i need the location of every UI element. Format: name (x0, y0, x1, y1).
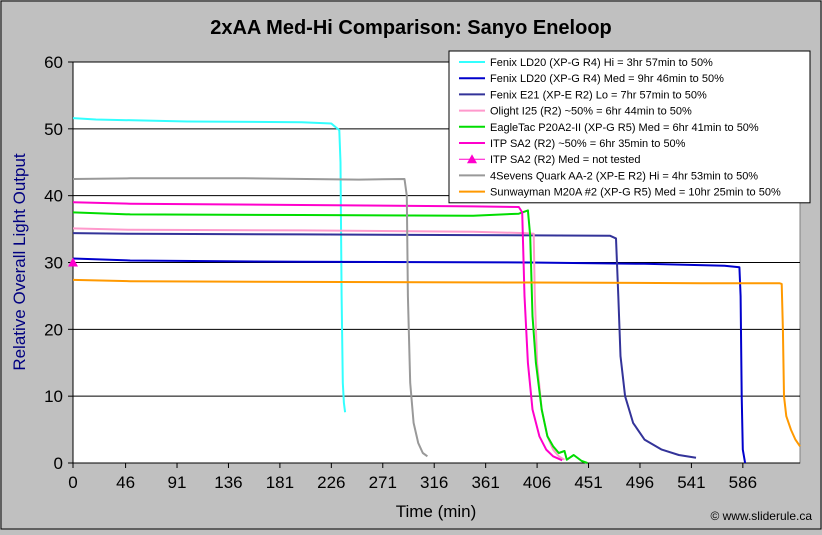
series-line-5 (72, 201, 563, 462)
x-tick-label: 541 (677, 473, 705, 492)
x-tick-label: 496 (626, 473, 654, 492)
x-tick-label: 46 (116, 473, 135, 492)
y-axis-label: Relative Overall Light Output (10, 153, 29, 371)
y-tick-label: 60 (44, 53, 63, 72)
series-line-3 (72, 227, 566, 461)
x-tick-label: 586 (729, 473, 757, 492)
series-line-0 (72, 117, 347, 413)
legend-label-5: ITP SA2 (R2) ~50% = 6hr 35min to 50% (490, 138, 686, 150)
legend-label-0: Fenix LD20 (XP-G R4) Hi = 3hr 57min to 5… (490, 57, 713, 69)
x-tick-label: 226 (317, 473, 345, 492)
x-tick-label: 181 (266, 473, 294, 492)
y-tick-label: 40 (44, 187, 63, 206)
series-line-4 (72, 209, 588, 464)
series-line-7 (72, 177, 428, 458)
legend-label-4: EagleTac P20A2-II (XP-G R5) Med = 6hr 41… (490, 122, 759, 134)
legend-label-2: Fenix E21 (XP-E R2) Lo = 7hr 57min to 50… (490, 89, 707, 101)
series-point-6 (68, 257, 78, 267)
x-tick-label: 271 (369, 473, 397, 492)
x-axis-label: Time (min) (396, 502, 477, 521)
legend-label-7: 4Sevens Quark AA-2 (XP-E R2) Hi = 4hr 53… (490, 170, 758, 182)
legend-label-1: Fenix LD20 (XP-G R4) Med = 9hr 46min to … (490, 73, 724, 85)
y-tick-label: 20 (44, 320, 63, 339)
x-tick-label: 361 (471, 473, 499, 492)
x-tick-label: 0 (68, 473, 77, 492)
x-tick-label: 136 (214, 473, 242, 492)
series-line-1 (72, 257, 747, 464)
legend-label-6: ITP SA2 (R2) Med = not tested (490, 154, 641, 166)
x-tick-label: 316 (420, 473, 448, 492)
chart-title: 2xAA Med-Hi Comparison: Sanyo Eneloop (210, 17, 612, 39)
x-tick-label: 91 (168, 473, 187, 492)
legend-label-3: Olight I25 (R2) ~50% = 6hr 44min to 50% (490, 106, 692, 118)
credit-text: © www.sliderule.ca (710, 509, 812, 523)
y-tick-label: 10 (44, 387, 63, 406)
y-tick-label: 50 (44, 120, 63, 139)
x-tick-label: 451 (574, 473, 602, 492)
legend-box (448, 50, 811, 204)
series-line-2 (72, 232, 697, 459)
series-line-8 (72, 278, 801, 447)
x-tick-label: 406 (523, 473, 551, 492)
legend-label-8: Sunwayman M20A #2 (XP-G R5) Med = 10hr 2… (490, 187, 781, 199)
y-tick-label: 30 (44, 254, 63, 273)
y-tick-label: 0 (54, 454, 63, 473)
